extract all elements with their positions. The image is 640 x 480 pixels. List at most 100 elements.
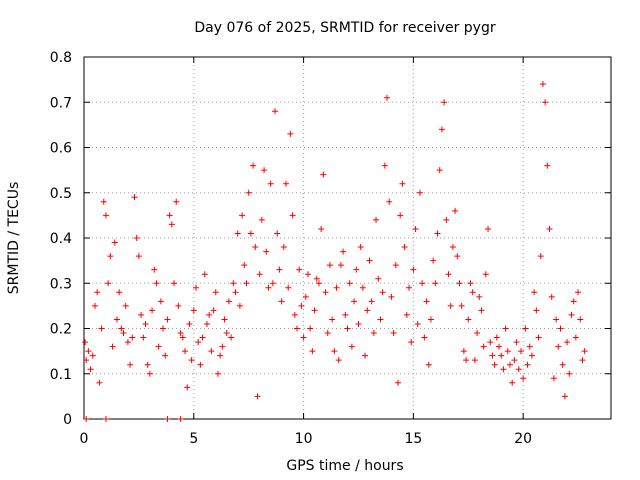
data-point	[133, 235, 140, 241]
data-point	[485, 225, 492, 232]
data-point	[188, 357, 195, 364]
data-point	[386, 198, 393, 205]
data-point	[456, 280, 463, 287]
data-point	[254, 393, 261, 400]
data-point	[550, 375, 557, 382]
data-point	[555, 343, 562, 350]
data-point	[118, 325, 125, 332]
data-point	[392, 262, 399, 269]
data-point	[272, 108, 279, 115]
data-point	[311, 307, 318, 314]
data-point	[153, 280, 160, 287]
data-point	[434, 230, 441, 237]
data-point	[335, 357, 342, 364]
data-point	[144, 361, 151, 368]
data-point	[408, 339, 415, 346]
data-point	[441, 99, 448, 106]
data-point	[561, 393, 568, 400]
data-point	[98, 325, 105, 332]
data-point	[214, 370, 221, 377]
axis-ticks: 0 0.1 0.2 0.3 0.4 0.5 0.6 0.7 0.8 0 5 10 15 20	[50, 50, 611, 447]
data-point	[436, 167, 443, 174]
data-point	[331, 348, 338, 355]
data-point	[298, 302, 305, 309]
y-tick-label: 0.8	[50, 50, 72, 66]
data-point	[419, 280, 426, 287]
data-point	[384, 94, 391, 101]
data-point	[546, 225, 553, 232]
data-point	[445, 271, 452, 278]
data-point	[140, 334, 147, 341]
data-point	[190, 307, 197, 314]
data-point	[173, 198, 180, 205]
data-point	[366, 257, 373, 264]
data-point	[509, 379, 516, 386]
data-point	[416, 189, 423, 196]
data-point	[85, 348, 92, 355]
data-point	[375, 275, 382, 282]
data-point	[522, 325, 529, 332]
data-point	[476, 293, 483, 300]
data-point	[449, 244, 456, 251]
data-point	[219, 343, 226, 350]
data-point	[300, 334, 307, 341]
x-tick-label: 15	[404, 431, 422, 447]
data-point	[542, 99, 549, 106]
data-point	[186, 320, 193, 327]
data-point	[322, 289, 329, 296]
data-point	[452, 207, 459, 214]
data-point	[129, 334, 136, 341]
data-point	[454, 253, 461, 260]
data-point	[465, 316, 472, 323]
data-point	[423, 298, 430, 305]
data-point	[535, 334, 542, 341]
data-point	[489, 352, 496, 359]
data-point	[427, 316, 434, 323]
data-point	[318, 225, 325, 232]
y-tick-label: 0	[63, 412, 72, 428]
data-point	[421, 334, 428, 341]
data-point	[405, 284, 412, 291]
data-point	[199, 334, 206, 341]
data-point	[493, 334, 500, 341]
data-point	[568, 311, 575, 318]
data-point	[524, 361, 531, 368]
data-point	[232, 289, 239, 296]
data-point	[579, 357, 586, 364]
data-point	[236, 302, 243, 309]
data-point	[245, 189, 252, 196]
data-point	[142, 320, 149, 327]
data-point	[460, 348, 467, 355]
data-point	[362, 352, 369, 359]
data-point	[324, 330, 331, 337]
data-point	[370, 330, 377, 337]
data-point	[162, 352, 169, 359]
data-point	[572, 334, 579, 341]
data-point	[528, 352, 535, 359]
data-point	[373, 216, 380, 223]
y-tick-label: 0.4	[50, 231, 72, 247]
data-point	[559, 361, 566, 368]
data-point	[164, 416, 171, 422]
data-point	[566, 370, 573, 377]
data-point	[91, 302, 98, 309]
data-point	[89, 352, 96, 359]
data-point	[225, 298, 232, 305]
data-point	[111, 239, 118, 246]
data-point	[537, 253, 544, 260]
data-point	[228, 334, 235, 341]
data-point	[458, 302, 465, 309]
data-point	[504, 348, 511, 355]
data-point	[138, 311, 145, 318]
data-point	[337, 262, 344, 269]
data-point	[570, 298, 577, 305]
data-point	[113, 316, 120, 323]
data-point	[381, 162, 388, 169]
data-point	[340, 248, 347, 255]
data-point	[293, 325, 300, 332]
data-point	[102, 212, 109, 219]
data-point	[478, 307, 485, 314]
data-point	[425, 361, 432, 368]
data-point	[250, 162, 257, 169]
data-point	[307, 325, 314, 332]
